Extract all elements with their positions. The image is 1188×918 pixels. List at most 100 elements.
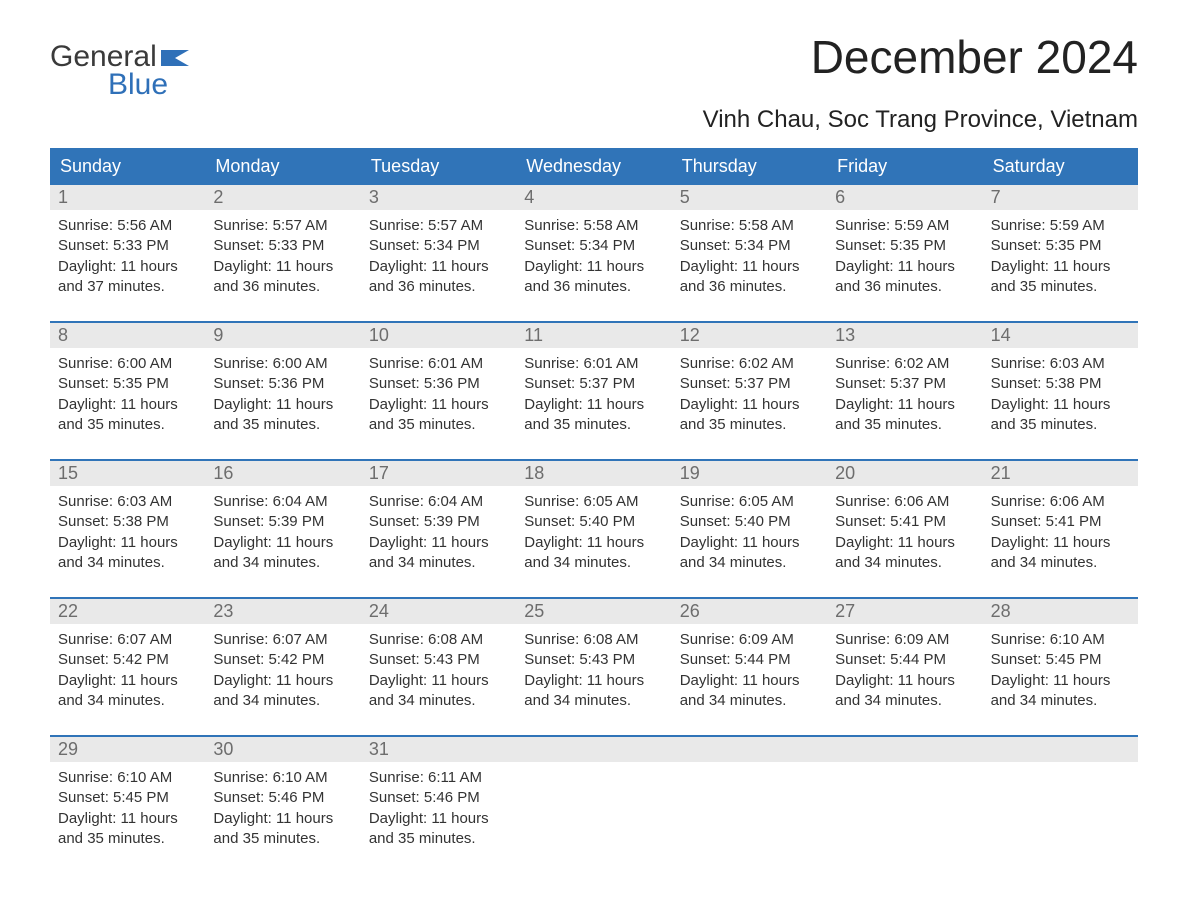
sunrise-text: Sunrise: 5:57 AM — [213, 216, 352, 236]
day-number-cell — [827, 735, 982, 762]
sunset-text: Sunset: 5:41 PM — [835, 512, 974, 532]
day-number-cell: 20 — [827, 459, 982, 486]
daylight-text-1: Daylight: 11 hours — [213, 533, 352, 553]
sunrise-text: Sunrise: 6:11 AM — [369, 768, 508, 788]
sunrise-text: Sunrise: 6:01 AM — [369, 354, 508, 374]
day-number-cell — [516, 735, 671, 762]
calendar-grid: SundayMondayTuesdayWednesdayThursdayFrid… — [50, 148, 1138, 873]
page-title: December 2024 — [811, 30, 1138, 84]
daylight-text-2: and 36 minutes. — [835, 277, 974, 297]
daylight-text-2: and 34 minutes. — [680, 553, 819, 573]
daylight-text-2: and 34 minutes. — [835, 553, 974, 573]
daylight-text-1: Daylight: 11 hours — [58, 809, 197, 829]
daylight-text-1: Daylight: 11 hours — [835, 395, 974, 415]
sunrise-text: Sunrise: 5:58 AM — [524, 216, 663, 236]
daylight-text-1: Daylight: 11 hours — [369, 671, 508, 691]
daylight-text-1: Daylight: 11 hours — [835, 257, 974, 277]
daylight-text-2: and 34 minutes. — [524, 691, 663, 711]
day-number-cell — [672, 735, 827, 762]
day-number-cell: 30 — [205, 735, 360, 762]
daylight-text-1: Daylight: 11 hours — [524, 533, 663, 553]
day-cell: Sunrise: 6:04 AMSunset: 5:39 PMDaylight:… — [361, 486, 516, 597]
sunset-text: Sunset: 5:36 PM — [369, 374, 508, 394]
daylight-text-2: and 34 minutes. — [680, 691, 819, 711]
day-header: Thursday — [672, 148, 827, 185]
daylight-text-1: Daylight: 11 hours — [991, 257, 1130, 277]
sunset-text: Sunset: 5:39 PM — [369, 512, 508, 532]
header-row: General Blue December 2024 — [50, 30, 1138, 102]
daylight-text-1: Daylight: 11 hours — [524, 671, 663, 691]
daylight-text-2: and 36 minutes. — [369, 277, 508, 297]
sunset-text: Sunset: 5:34 PM — [524, 236, 663, 256]
daylight-text-1: Daylight: 11 hours — [213, 395, 352, 415]
day-number-cell: 12 — [672, 321, 827, 348]
day-cell — [672, 762, 827, 873]
day-cell: Sunrise: 6:05 AMSunset: 5:40 PMDaylight:… — [672, 486, 827, 597]
daylight-text-1: Daylight: 11 hours — [213, 809, 352, 829]
daylight-text-1: Daylight: 11 hours — [58, 395, 197, 415]
daylight-text-2: and 35 minutes. — [991, 277, 1130, 297]
sunrise-text: Sunrise: 5:58 AM — [680, 216, 819, 236]
day-cell: Sunrise: 6:07 AMSunset: 5:42 PMDaylight:… — [205, 624, 360, 735]
daylight-text-2: and 35 minutes. — [369, 829, 508, 849]
sunrise-text: Sunrise: 6:08 AM — [369, 630, 508, 650]
daylight-text-2: and 34 minutes. — [835, 691, 974, 711]
sunrise-text: Sunrise: 5:57 AM — [369, 216, 508, 236]
sunset-text: Sunset: 5:35 PM — [835, 236, 974, 256]
sunrise-text: Sunrise: 6:07 AM — [58, 630, 197, 650]
sunrise-text: Sunrise: 6:03 AM — [991, 354, 1130, 374]
day-cell — [827, 762, 982, 873]
sunset-text: Sunset: 5:39 PM — [213, 512, 352, 532]
location-subtitle: Vinh Chau, Soc Trang Province, Vietnam — [50, 106, 1138, 134]
day-number-cell: 22 — [50, 597, 205, 624]
sunrise-text: Sunrise: 6:09 AM — [680, 630, 819, 650]
daylight-text-1: Daylight: 11 hours — [524, 395, 663, 415]
day-number-cell — [983, 735, 1138, 762]
sunrise-text: Sunrise: 6:03 AM — [58, 492, 197, 512]
daylight-text-2: and 35 minutes. — [58, 415, 197, 435]
day-cell: Sunrise: 5:59 AMSunset: 5:35 PMDaylight:… — [983, 210, 1138, 321]
daylight-text-2: and 34 minutes. — [213, 691, 352, 711]
day-number-cell: 24 — [361, 597, 516, 624]
day-number-cell: 14 — [983, 321, 1138, 348]
day-number-cell: 2 — [205, 185, 360, 210]
sunrise-text: Sunrise: 5:56 AM — [58, 216, 197, 236]
daylight-text-2: and 34 minutes. — [369, 553, 508, 573]
day-number-cell: 25 — [516, 597, 671, 624]
day-cell: Sunrise: 6:01 AMSunset: 5:36 PMDaylight:… — [361, 348, 516, 459]
day-cell: Sunrise: 5:57 AMSunset: 5:34 PMDaylight:… — [361, 210, 516, 321]
day-cell: Sunrise: 5:58 AMSunset: 5:34 PMDaylight:… — [516, 210, 671, 321]
sunrise-text: Sunrise: 6:06 AM — [991, 492, 1130, 512]
day-cell: Sunrise: 6:09 AMSunset: 5:44 PMDaylight:… — [672, 624, 827, 735]
day-number-cell: 13 — [827, 321, 982, 348]
day-cell: Sunrise: 6:08 AMSunset: 5:43 PMDaylight:… — [516, 624, 671, 735]
day-number-cell: 1 — [50, 185, 205, 210]
day-cell: Sunrise: 6:00 AMSunset: 5:35 PMDaylight:… — [50, 348, 205, 459]
day-cell: Sunrise: 6:06 AMSunset: 5:41 PMDaylight:… — [983, 486, 1138, 597]
daylight-text-2: and 35 minutes. — [835, 415, 974, 435]
logo-word2: Blue — [108, 68, 168, 102]
day-number-cell: 3 — [361, 185, 516, 210]
day-number-cell: 6 — [827, 185, 982, 210]
day-cell: Sunrise: 6:05 AMSunset: 5:40 PMDaylight:… — [516, 486, 671, 597]
daylight-text-2: and 35 minutes. — [991, 415, 1130, 435]
sunset-text: Sunset: 5:44 PM — [835, 650, 974, 670]
day-cell: Sunrise: 5:56 AMSunset: 5:33 PMDaylight:… — [50, 210, 205, 321]
daylight-text-1: Daylight: 11 hours — [835, 671, 974, 691]
day-cell: Sunrise: 5:57 AMSunset: 5:33 PMDaylight:… — [205, 210, 360, 321]
sunset-text: Sunset: 5:43 PM — [369, 650, 508, 670]
daylight-text-1: Daylight: 11 hours — [58, 533, 197, 553]
sunset-text: Sunset: 5:46 PM — [213, 788, 352, 808]
day-cell — [516, 762, 671, 873]
day-header: Sunday — [50, 148, 205, 185]
day-number-cell: 5 — [672, 185, 827, 210]
day-number-cell: 27 — [827, 597, 982, 624]
day-cell: Sunrise: 6:08 AMSunset: 5:43 PMDaylight:… — [361, 624, 516, 735]
day-cell: Sunrise: 6:06 AMSunset: 5:41 PMDaylight:… — [827, 486, 982, 597]
daylight-text-2: and 36 minutes. — [524, 277, 663, 297]
day-cell: Sunrise: 6:11 AMSunset: 5:46 PMDaylight:… — [361, 762, 516, 873]
daylight-text-1: Daylight: 11 hours — [213, 671, 352, 691]
daylight-text-2: and 34 minutes. — [991, 691, 1130, 711]
sunset-text: Sunset: 5:40 PM — [680, 512, 819, 532]
sunset-text: Sunset: 5:33 PM — [213, 236, 352, 256]
